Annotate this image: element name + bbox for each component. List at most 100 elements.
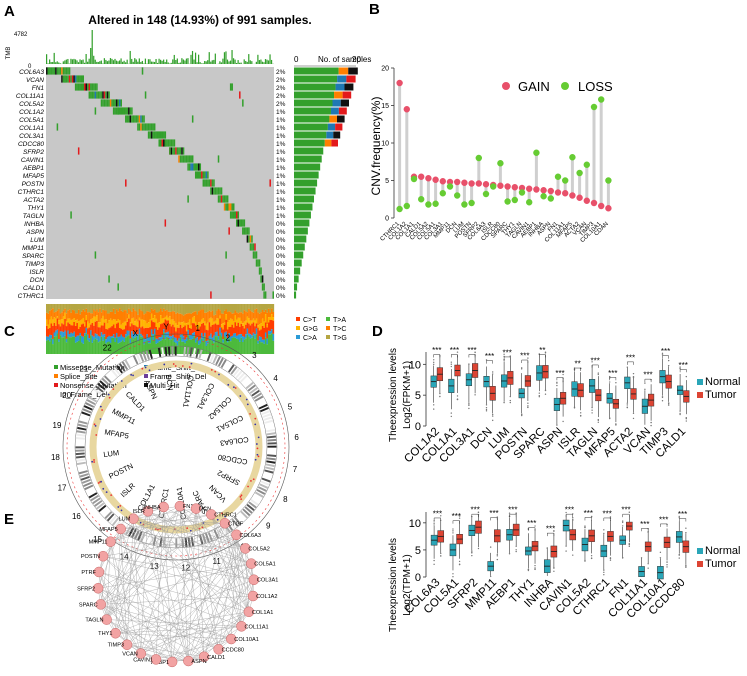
titv-bar-segment — [216, 331, 218, 337]
box-outlier — [661, 354, 664, 356]
titv-bar-segment — [254, 309, 256, 321]
oncoplot-cell — [207, 179, 209, 187]
titv-bar-segment — [73, 318, 76, 322]
titv-bar-segment — [228, 320, 231, 327]
oncoplot-cell — [237, 211, 240, 219]
titv-bar-segment — [65, 304, 68, 314]
titv-bar-segment — [184, 322, 186, 326]
circos-band — [247, 384, 256, 392]
box-outlier — [485, 359, 488, 361]
circos-band — [259, 483, 269, 489]
titv-bar-segment — [115, 321, 118, 324]
network-edge — [203, 534, 237, 657]
box-outlier — [534, 525, 536, 527]
titv-bar-segment — [112, 304, 115, 309]
titv-bar-segment — [214, 336, 217, 354]
titv-bar-segment — [158, 322, 161, 328]
oncoplot-cell — [141, 115, 144, 123]
network-edge — [211, 514, 250, 612]
titv-bar-segment — [131, 311, 133, 319]
network-edge — [120, 528, 252, 564]
tmb-label: TMB — [6, 47, 12, 60]
side-axis-label: No. of samples — [318, 55, 371, 64]
oncoplot-cell — [105, 99, 107, 107]
oncoplot-cell — [255, 259, 258, 267]
sig-bracket — [565, 513, 573, 518]
titv-bar-segment — [228, 326, 231, 334]
titv-bar-segment — [237, 334, 240, 340]
titv-bar-segment — [106, 337, 109, 343]
circos-band — [125, 525, 132, 535]
oncoplot-percent-label: 1% — [276, 149, 286, 156]
titv-bar-segment — [67, 330, 69, 337]
cnv-loss-point — [547, 195, 554, 202]
titv-bars — [46, 304, 275, 354]
oncoplot-gene-label: CAVIN1 — [21, 157, 45, 164]
side-bar — [332, 99, 341, 107]
titv-bar-segment — [211, 310, 214, 319]
network-edge — [140, 611, 249, 654]
titv-bar-segment — [55, 311, 57, 319]
circos-band — [79, 473, 89, 478]
cnv-loss-point — [598, 96, 605, 103]
cnv-gain-point — [562, 190, 569, 197]
titv-bar-segment — [210, 317, 212, 327]
oncoplot-gene-label: VCAN — [26, 77, 44, 84]
oncoplot-cell — [99, 91, 101, 99]
titv-bar-segment — [140, 310, 142, 320]
titv-bar-segment — [106, 313, 109, 324]
titv-bar-segment — [231, 313, 234, 320]
titv-bar-segment — [102, 325, 104, 335]
tmb-bar — [249, 60, 251, 64]
network-edge — [155, 563, 252, 660]
box-outlier — [685, 527, 687, 529]
titv-bar-segment — [260, 312, 262, 324]
titv-bar-segment — [73, 304, 76, 311]
oncoplot-cell — [103, 99, 106, 107]
sig-bracket — [584, 517, 592, 521]
titv-bar-segment — [181, 314, 183, 323]
titv-bar-segment — [117, 318, 120, 323]
circos-cnv-dot — [254, 423, 257, 426]
oncoplot-gene-label: MMP11 — [22, 245, 44, 252]
titv-bar-segment — [129, 338, 132, 344]
box-outlier — [509, 401, 511, 404]
tmb-bar — [223, 52, 226, 64]
oncoplot-cell — [49, 67, 51, 75]
titv-bar-segment — [85, 304, 88, 309]
tmb-bar — [118, 60, 121, 64]
oncoplot-cell — [94, 83, 97, 91]
titv-bar-segment — [213, 324, 215, 336]
box-outlier — [562, 380, 564, 382]
network-edge — [106, 514, 212, 620]
titv-bar-segment — [202, 304, 205, 310]
box-outlier — [603, 569, 605, 571]
box-outlier — [685, 531, 687, 534]
oncoplot-percent-label: 2% — [276, 85, 286, 92]
legend-normal-swatch — [697, 548, 703, 554]
network-edge — [98, 588, 189, 662]
titv-bar-segment — [167, 304, 170, 312]
network-edge — [98, 571, 107, 620]
titv-bar-segment — [185, 340, 188, 354]
box-outlier — [584, 525, 586, 527]
circos-cnv-dot — [102, 487, 105, 490]
titv-bar-segment — [194, 338, 197, 343]
network-edge — [97, 588, 141, 654]
titv-bar-segment — [216, 324, 218, 332]
sig-bracket — [679, 369, 687, 373]
sig-label: ** — [539, 346, 545, 355]
oncoplot-cell — [160, 131, 162, 139]
box-outlier — [477, 511, 480, 513]
titv-bar-segment — [223, 332, 226, 337]
titv-bar-segment — [147, 322, 150, 328]
titv-bar-segment — [226, 338, 229, 343]
titv-bar-segment — [65, 320, 68, 327]
titv-bar-segment — [185, 304, 188, 314]
network-edge — [110, 514, 212, 542]
titv-bar-segment — [232, 313, 235, 321]
circos-band — [254, 491, 264, 498]
tmb-bar — [234, 59, 236, 64]
titv-bar-segment — [202, 336, 205, 342]
tmb-bar — [122, 61, 124, 64]
